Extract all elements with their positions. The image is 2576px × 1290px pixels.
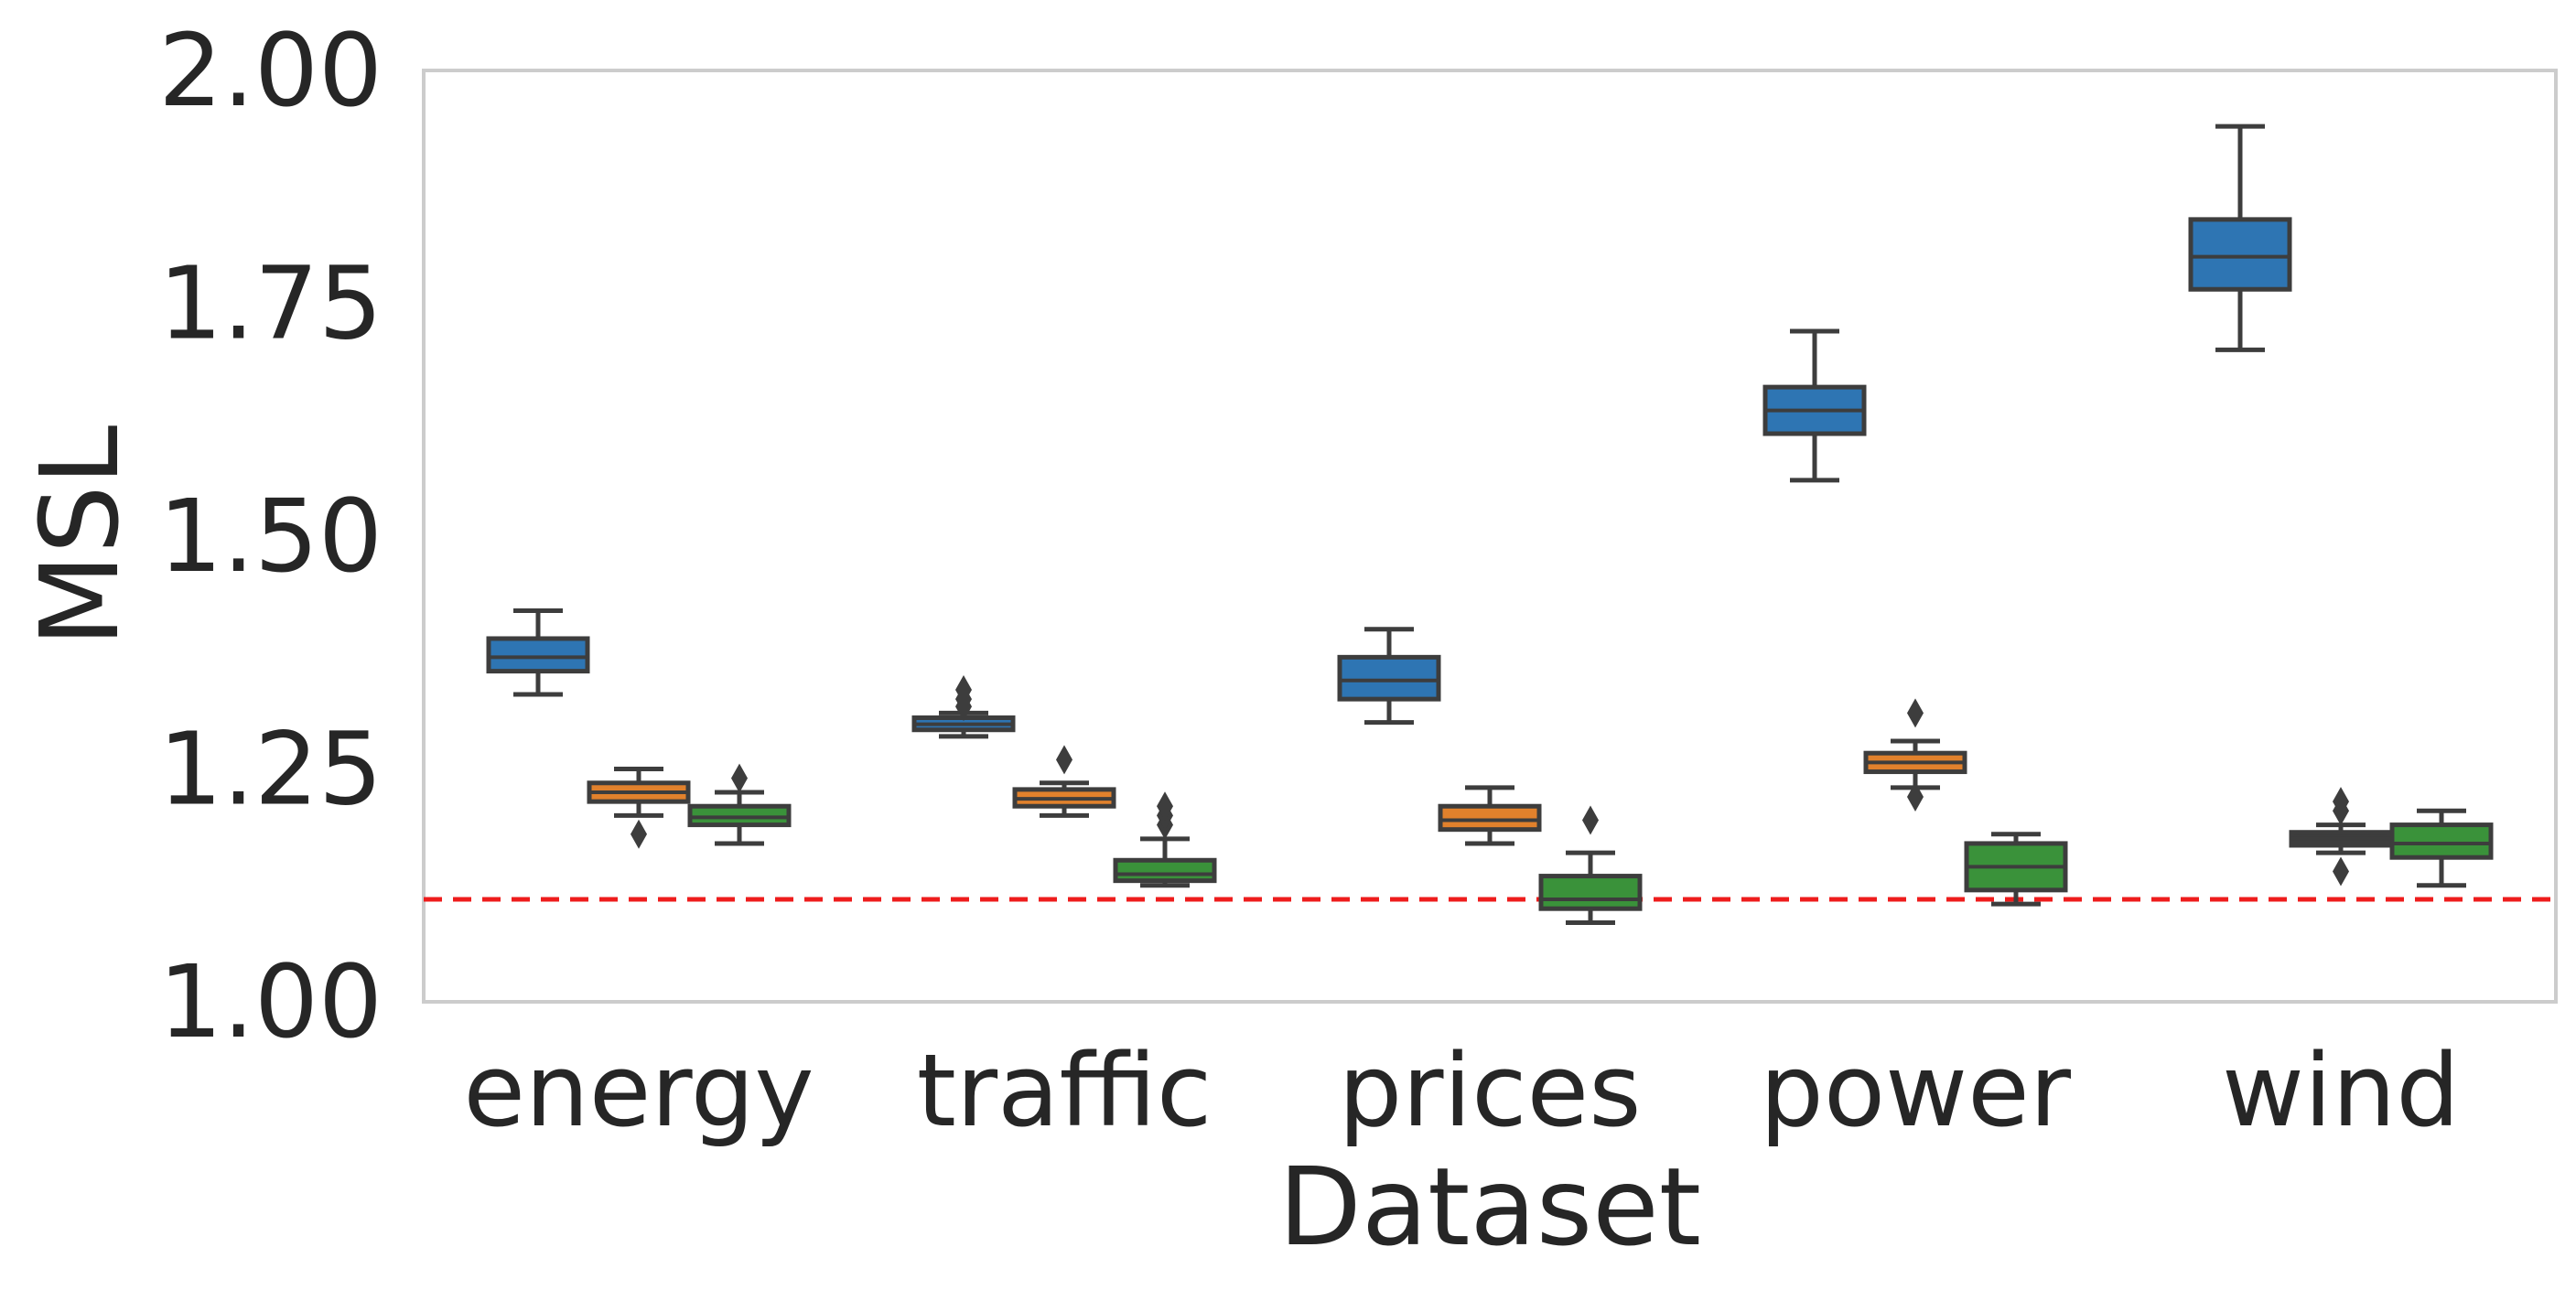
box-body: [1337, 654, 1441, 702]
x-tick-label: prices: [1338, 1032, 1641, 1149]
y-axis-label: MSL: [16, 425, 143, 648]
box-traffic-series-2: [1012, 745, 1116, 818]
box-body: [2389, 822, 2494, 860]
box-prices-series-1: [1337, 627, 1441, 726]
plot-frame: [422, 69, 2558, 1004]
x-axis-label: Dataset: [1278, 1144, 1701, 1270]
box-body: [687, 803, 792, 828]
box-body: [1113, 857, 1217, 884]
x-tick-label: traffic: [917, 1032, 1213, 1149]
box-body: [2188, 217, 2292, 292]
x-tick-label: power: [1760, 1032, 2072, 1149]
outlier-point: [631, 819, 647, 849]
boxes-layer: [424, 124, 2556, 925]
outlier-point: [2333, 787, 2349, 817]
outlier-point: [1056, 745, 1072, 775]
box-energy-series-2: [587, 767, 691, 849]
y-ticks: 1.00 1.25 1.50 1.75 2.00: [158, 12, 383, 1060]
outlier-point: [731, 763, 748, 793]
y-tick-label: 1.75: [158, 245, 383, 362]
x-tick-label: energy: [463, 1032, 814, 1149]
box-energy-series-3: [687, 763, 792, 846]
outlier-point: [1907, 698, 1924, 728]
box-wind-series-1: [2188, 124, 2292, 352]
outlier-point: [2333, 856, 2349, 887]
outlier-point: [1157, 791, 1173, 822]
outlier-point: [1582, 805, 1599, 835]
outlier-point: [1907, 782, 1924, 812]
y-tick-label: 1.25: [158, 711, 383, 828]
box-wind-series-3: [2389, 808, 2494, 888]
y-tick-label: 1.00: [158, 943, 383, 1060]
y-tick-label: 1.50: [158, 478, 383, 595]
box-prices-series-2: [1438, 785, 1542, 846]
box-power-series-3: [1964, 832, 2068, 907]
box-wind-series-4: [2289, 787, 2393, 887]
x-ticks: energy traffic prices power wind: [463, 1032, 2460, 1149]
box-energy-series-1: [486, 607, 590, 697]
y-tick-label: 2.00: [158, 12, 383, 129]
box-body: [1438, 803, 1542, 833]
box-body: [1538, 874, 1643, 911]
box-power-series-1: [1762, 328, 1867, 483]
box-traffic-series-1: [911, 674, 1016, 739]
x-tick-label: wind: [2222, 1032, 2460, 1149]
box-traffic-series-3: [1113, 791, 1217, 888]
outlier-point: [955, 674, 972, 704]
box-power-series-2: [1863, 698, 1967, 812]
box-prices-series-3: [1538, 805, 1643, 925]
box-body: [486, 636, 590, 674]
